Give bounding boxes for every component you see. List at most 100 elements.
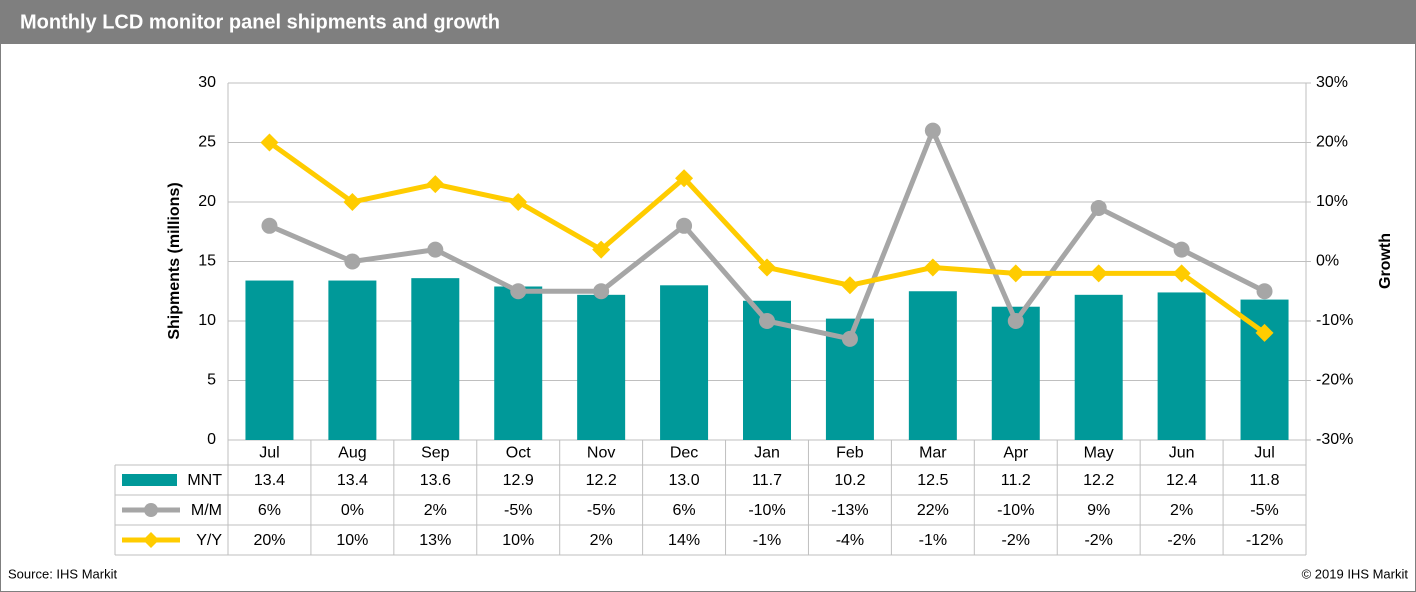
- table-value: -2%: [1084, 532, 1112, 549]
- table-value: 11.2: [1001, 472, 1031, 489]
- table-value: -5%: [1250, 502, 1278, 519]
- marker: [841, 330, 858, 347]
- y2-tick-label: -20%: [1316, 372, 1353, 389]
- bar: [328, 280, 377, 440]
- legend-label: Y/Y: [196, 532, 222, 549]
- x-tick-label: Sep: [421, 445, 450, 462]
- table-value: -5%: [587, 502, 615, 519]
- y2-tick-label: -10%: [1316, 312, 1353, 329]
- marker: [260, 133, 279, 152]
- legend-marker: [144, 503, 158, 517]
- marker: [427, 241, 444, 258]
- marker: [510, 283, 527, 300]
- bar: [494, 286, 543, 440]
- y2-tick-label: 20%: [1316, 134, 1348, 151]
- legend-label: M/M: [191, 502, 222, 519]
- marker: [924, 122, 941, 139]
- marker: [509, 193, 528, 211]
- y-tick-label: 0: [207, 431, 216, 448]
- marker: [1256, 283, 1273, 300]
- table-value: -13%: [831, 502, 868, 519]
- table-value: 0%: [341, 502, 364, 519]
- table-value: 2%: [424, 502, 447, 519]
- table-value: -10%: [997, 502, 1034, 519]
- marker: [923, 258, 942, 277]
- table-value: -4%: [836, 532, 864, 549]
- bar: [411, 278, 460, 440]
- table-value: 10%: [502, 532, 534, 549]
- table-value: -10%: [748, 502, 785, 519]
- table-value: 12.9: [503, 472, 534, 489]
- marker: [1006, 264, 1025, 283]
- marker: [261, 217, 278, 234]
- table-value: 10.2: [834, 472, 865, 489]
- table-value: 12.2: [1083, 472, 1114, 489]
- marker: [593, 283, 610, 300]
- x-tick-label: Jan: [754, 445, 780, 462]
- x-tick-label: May: [1084, 445, 1114, 462]
- marker: [344, 253, 361, 270]
- x-tick-label: Apr: [1003, 445, 1029, 462]
- marker: [758, 258, 776, 277]
- marker: [1089, 264, 1108, 283]
- legend-swatch: [122, 474, 177, 486]
- title-bar: [0, 0, 1416, 44]
- x-tick-label: Jul: [1254, 445, 1274, 462]
- legend-marker: [143, 532, 159, 548]
- table-value: 12.4: [1166, 472, 1197, 489]
- table-value: 22%: [917, 502, 949, 519]
- marker: [1090, 199, 1107, 216]
- bar: [660, 285, 709, 440]
- y2-tick-label: -30%: [1316, 431, 1353, 448]
- marker: [1007, 313, 1024, 329]
- marker: [426, 175, 445, 194]
- table-value: 12.5: [917, 472, 948, 489]
- marker: [675, 169, 694, 188]
- bar: [1074, 294, 1123, 440]
- table-value: 2%: [1170, 502, 1193, 519]
- table-value: -1%: [919, 532, 947, 549]
- bar: [1157, 292, 1206, 440]
- table-value: -5%: [504, 502, 532, 519]
- y-tick-label: 5: [207, 372, 216, 389]
- table-value: -2%: [1167, 532, 1195, 549]
- x-tick-label: Jul: [259, 445, 279, 462]
- y-tick-label: 25: [198, 134, 216, 151]
- copyright: © 2019 IHS Markit: [1302, 566, 1409, 581]
- table-value: 6%: [673, 502, 696, 519]
- marker: [840, 276, 859, 295]
- x-tick-label: Jun: [1169, 445, 1195, 462]
- x-tick-label: Mar: [919, 445, 947, 462]
- marker: [1173, 241, 1190, 258]
- table-value: 12.2: [586, 472, 617, 489]
- table-value: 13.4: [254, 472, 285, 489]
- table-value: 13.4: [337, 472, 368, 489]
- marker: [592, 240, 611, 259]
- table-value: 13.0: [669, 472, 700, 489]
- table-value: 9%: [1087, 502, 1110, 519]
- bar: [908, 291, 957, 440]
- y2-tick-label: 30%: [1316, 74, 1348, 91]
- table-value: 20%: [253, 532, 285, 549]
- y2-tick-label: 0%: [1316, 253, 1339, 270]
- y2-axis-title: Growth: [1377, 233, 1394, 289]
- y-tick-label: 10: [198, 312, 216, 329]
- y-tick-label: 15: [198, 253, 216, 270]
- table-value: 10%: [336, 532, 368, 549]
- table-value: 6%: [258, 502, 281, 519]
- table-value: 14%: [668, 532, 700, 549]
- bar: [245, 280, 294, 440]
- table-value: -12%: [1246, 532, 1283, 549]
- bar: [577, 294, 626, 440]
- x-tick-label: Feb: [836, 445, 864, 462]
- marker: [343, 193, 362, 211]
- y-tick-label: 20: [198, 193, 216, 210]
- x-tick-label: Aug: [338, 445, 366, 462]
- x-tick-label: Nov: [587, 445, 615, 462]
- table-value: 13.6: [420, 472, 451, 489]
- chart-title: Monthly LCD monitor panel shipments and …: [20, 11, 500, 33]
- table-value: -2%: [1002, 532, 1030, 549]
- legend-label: MNT: [187, 472, 222, 489]
- source: Source: IHS Markit: [8, 566, 117, 581]
